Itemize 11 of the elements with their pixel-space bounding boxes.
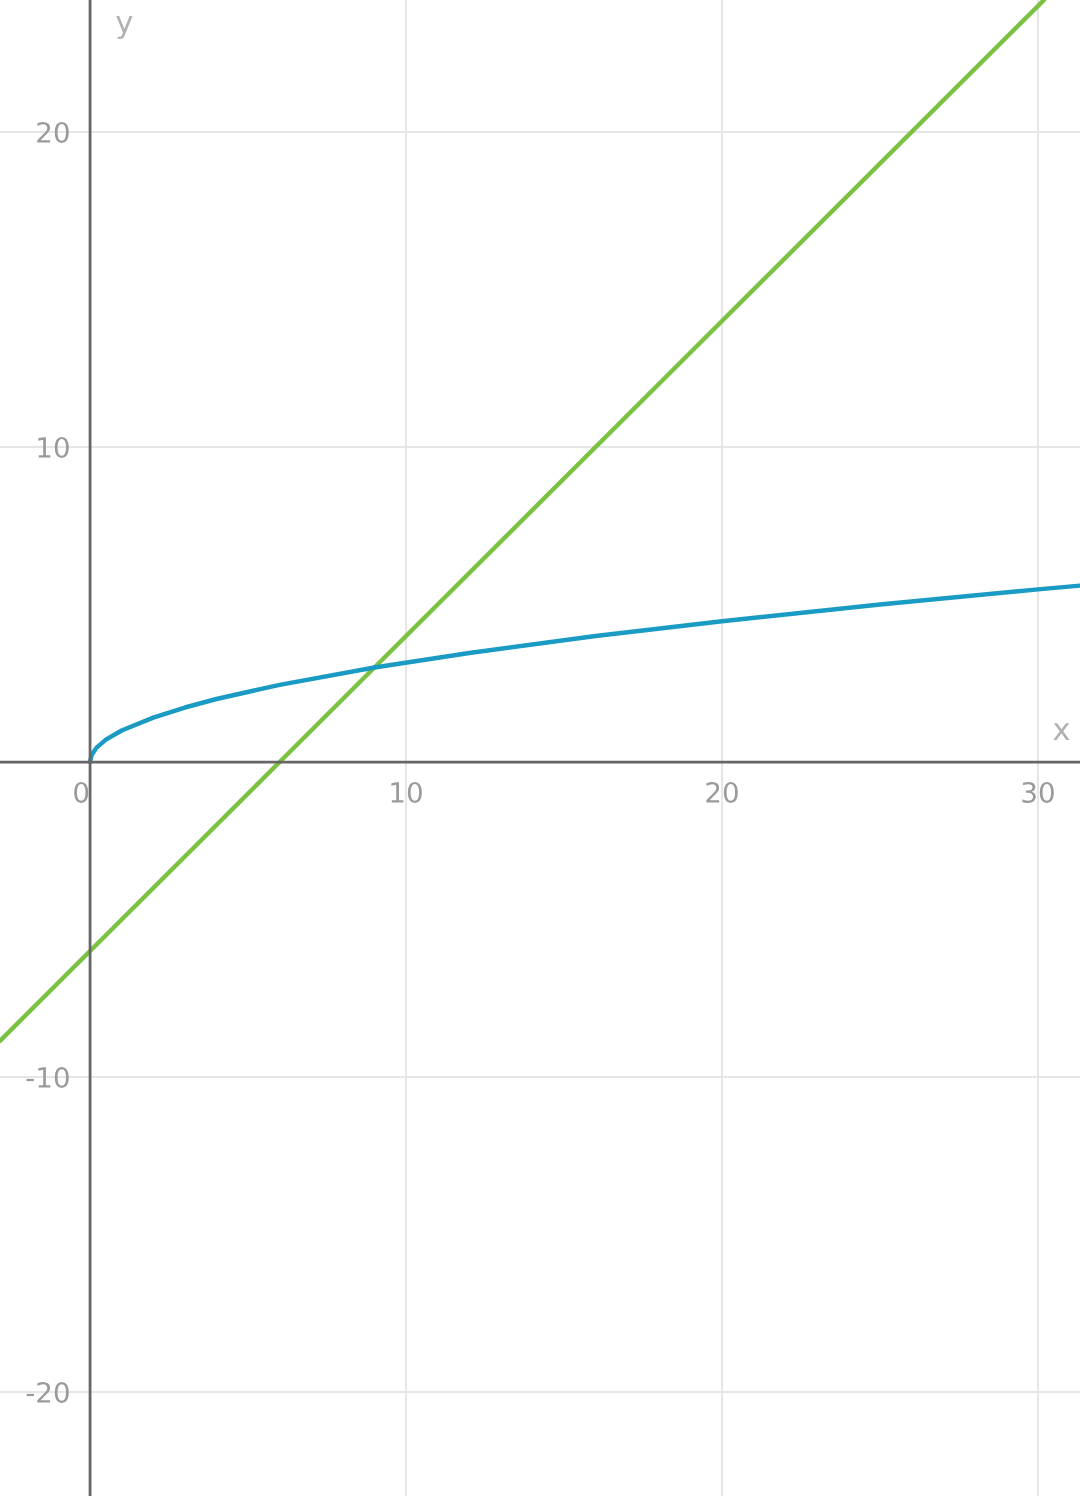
- y-tick-label: 20: [37, 121, 69, 143]
- y-tick-label: -20: [26, 1381, 69, 1403]
- y-tick-label: -10: [26, 1066, 69, 1088]
- x-tick-label: 0: [74, 781, 89, 803]
- x-tick-label: 10: [391, 781, 422, 803]
- y-tick-label: 10: [38, 436, 69, 458]
- y-axis-title: y: [116, 15, 133, 40]
- x-tick-label: 30: [1022, 781, 1054, 803]
- x-tick-label: 20: [706, 781, 738, 803]
- x-axis-title: x: [1053, 723, 1070, 740]
- line-series: [87, 583, 1080, 765]
